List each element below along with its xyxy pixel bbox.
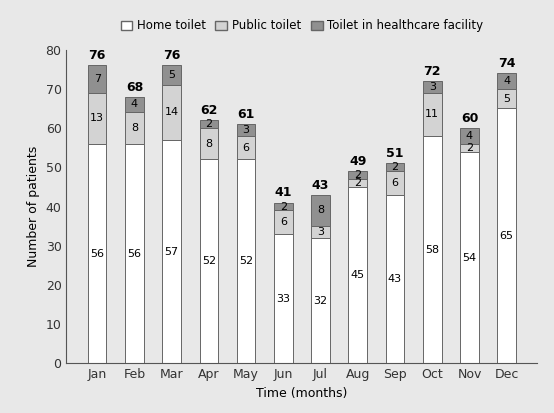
Text: 3: 3 [317, 227, 324, 237]
Bar [386, 171, 404, 195]
Text: 8: 8 [317, 205, 324, 216]
Text: 45: 45 [351, 270, 365, 280]
Bar [162, 65, 181, 85]
Text: 7: 7 [94, 74, 101, 84]
Text: 6: 6 [243, 142, 250, 153]
Text: 58: 58 [425, 244, 439, 255]
Text: 3: 3 [429, 82, 435, 92]
Text: 52: 52 [202, 256, 216, 266]
Text: 2: 2 [392, 162, 398, 172]
Text: 72: 72 [423, 65, 441, 78]
Y-axis label: Number of patients: Number of patients [27, 146, 40, 267]
Bar [423, 81, 442, 93]
Text: 8: 8 [131, 123, 138, 133]
Text: 2: 2 [354, 178, 361, 188]
Text: 6: 6 [392, 178, 398, 188]
Bar [386, 195, 404, 363]
Bar [497, 73, 516, 89]
Bar [460, 144, 479, 152]
Bar [348, 171, 367, 179]
Bar [237, 124, 255, 136]
Text: 56: 56 [90, 249, 104, 259]
Legend: Home toilet, Public toilet, Toilet in healthcare facility: Home toilet, Public toilet, Toilet in he… [116, 14, 488, 37]
Bar [348, 187, 367, 363]
Bar [125, 97, 143, 112]
Text: 2: 2 [280, 202, 287, 211]
Bar [162, 140, 181, 363]
Text: 11: 11 [425, 109, 439, 119]
Text: 61: 61 [238, 108, 255, 121]
Text: 2: 2 [354, 170, 361, 180]
Text: 6: 6 [280, 217, 287, 227]
Bar [423, 136, 442, 363]
Text: 76: 76 [89, 49, 106, 62]
Text: 56: 56 [127, 249, 141, 259]
Text: 54: 54 [463, 252, 476, 263]
Text: 14: 14 [165, 107, 179, 117]
Text: 43: 43 [388, 274, 402, 284]
Text: 5: 5 [168, 70, 175, 80]
Text: 4: 4 [131, 100, 138, 109]
Text: 62: 62 [200, 104, 218, 117]
Bar [162, 85, 181, 140]
Bar [237, 159, 255, 363]
Bar [386, 163, 404, 171]
Text: 43: 43 [312, 178, 329, 192]
Text: 3: 3 [243, 125, 250, 135]
Text: 2: 2 [466, 142, 473, 153]
Text: 52: 52 [239, 256, 253, 266]
Text: 4: 4 [503, 76, 510, 86]
Bar [423, 93, 442, 136]
Text: 51: 51 [386, 147, 404, 160]
Text: 4: 4 [466, 131, 473, 141]
Bar [311, 238, 330, 363]
Bar [274, 210, 293, 234]
Text: 32: 32 [314, 296, 327, 306]
Bar [199, 120, 218, 128]
Bar [88, 144, 106, 363]
Bar [274, 234, 293, 363]
X-axis label: Time (months): Time (months) [257, 387, 347, 400]
Text: 76: 76 [163, 49, 181, 62]
Text: 8: 8 [206, 139, 212, 149]
Bar [237, 136, 255, 159]
Bar [88, 93, 106, 144]
Bar [311, 195, 330, 226]
Text: 13: 13 [90, 113, 104, 123]
Bar [460, 152, 479, 363]
Text: 5: 5 [503, 94, 510, 104]
Bar [125, 112, 143, 144]
Text: 33: 33 [276, 294, 290, 304]
Bar [460, 128, 479, 144]
Bar [311, 226, 330, 238]
Bar [274, 202, 293, 210]
Text: 57: 57 [165, 247, 179, 256]
Bar [497, 109, 516, 363]
Bar [125, 144, 143, 363]
Text: 68: 68 [126, 81, 143, 93]
Bar [348, 179, 367, 187]
Text: 65: 65 [500, 231, 514, 241]
Text: 41: 41 [275, 186, 292, 199]
Text: 74: 74 [498, 57, 515, 70]
Bar [88, 65, 106, 93]
Text: 49: 49 [349, 155, 366, 168]
Bar [199, 159, 218, 363]
Bar [497, 89, 516, 109]
Text: 60: 60 [461, 112, 478, 125]
Bar [199, 128, 218, 159]
Text: 2: 2 [206, 119, 212, 129]
